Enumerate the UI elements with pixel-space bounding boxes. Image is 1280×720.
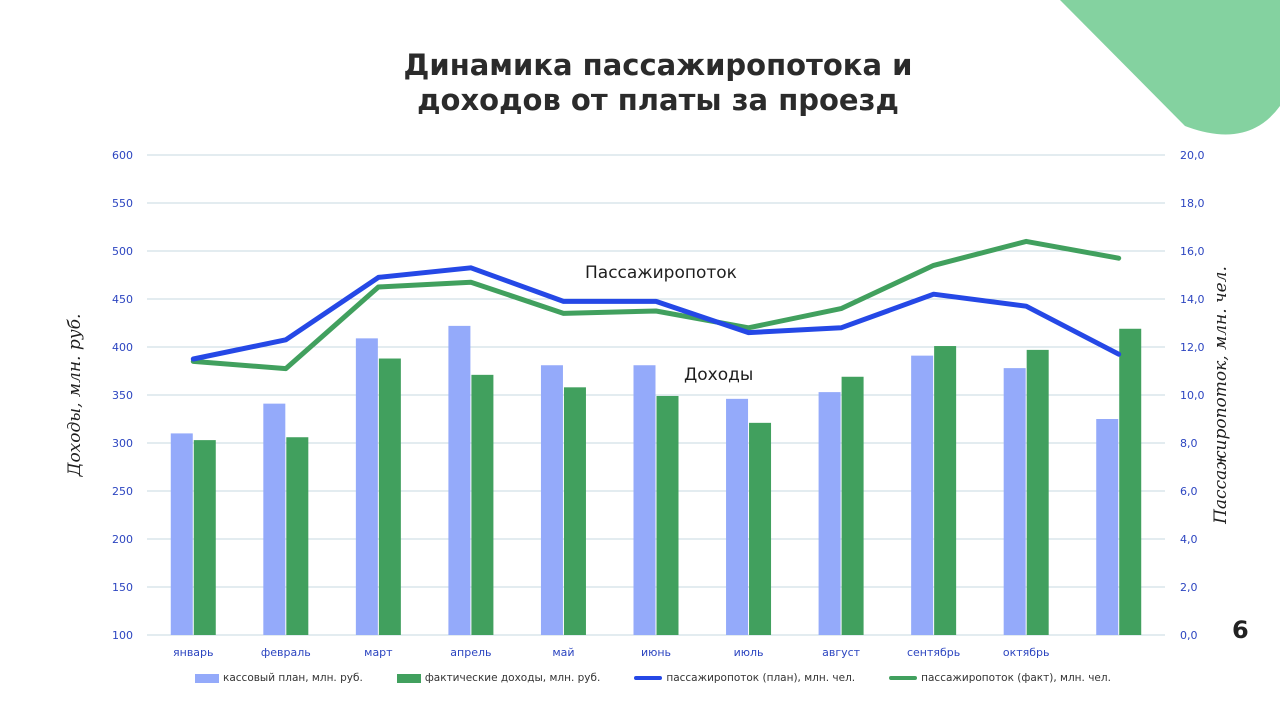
legend-swatch-plan-passengers xyxy=(634,676,663,680)
category-label: май xyxy=(552,646,574,659)
left-tick-label: 600 xyxy=(112,149,133,162)
legend-label-plan-passengers: пассажиропоток (план), млн. чел. xyxy=(666,672,856,684)
line-plan-passengers xyxy=(190,265,1122,362)
left-axis-ticks: 600 550 500 450 400 350 300 250 200 150 100 xyxy=(112,149,133,642)
bar-plan-income xyxy=(818,392,841,635)
left-axis-title: Доходы, млн. руб. xyxy=(65,313,85,477)
right-axis-title: Пассажиропоток, млн. чел. xyxy=(1211,266,1231,524)
legend-item-fact-income: фактические доходы, млн. руб. xyxy=(396,672,601,684)
left-tick-label: 200 xyxy=(112,533,133,546)
legend-label-fact-income: фактические доходы, млн. руб. xyxy=(424,672,601,684)
legend-item-plan-income: кассовый план, млн. руб. xyxy=(195,672,363,684)
right-tick-label: 4,0 xyxy=(1180,533,1198,546)
bar-fact-income xyxy=(934,346,957,635)
legend-label-fact-passengers: пассажиропоток (факт), млн. чел. xyxy=(921,672,1111,684)
bar-fact-income xyxy=(286,437,309,635)
bar-fact-income xyxy=(193,440,216,635)
legend-label-plan-income: кассовый план, млн. руб. xyxy=(223,672,363,684)
left-tick-label: 450 xyxy=(112,293,133,306)
bar-plan-income xyxy=(911,355,934,635)
left-tick-label: 400 xyxy=(112,341,133,354)
right-tick-label: 16,0 xyxy=(1180,245,1205,258)
category-label: август xyxy=(822,646,861,659)
bar-plan-income xyxy=(1003,368,1026,635)
bar-plan-income xyxy=(170,433,193,635)
category-label: октябрь xyxy=(1003,646,1050,659)
category-label: сентябрь xyxy=(907,646,960,659)
right-tick-label: 6,0 xyxy=(1180,485,1198,498)
right-tick-label: 18,0 xyxy=(1180,197,1205,210)
lines xyxy=(190,238,1122,372)
left-tick-label: 100 xyxy=(112,629,133,642)
right-tick-label: 2,0 xyxy=(1180,581,1198,594)
category-label: март xyxy=(364,646,393,659)
annotation-income: Доходы xyxy=(684,365,754,385)
legend-item-plan-passengers: пассажиропоток (план), млн. чел. xyxy=(634,672,855,684)
bar-plan-income xyxy=(355,338,378,635)
category-label: апрель xyxy=(450,646,491,659)
bar-plan-income xyxy=(1096,419,1119,635)
category-label: июнь xyxy=(641,646,671,659)
bar-fact-income xyxy=(471,374,494,635)
left-tick-label: 250 xyxy=(112,485,133,498)
left-tick-label: 350 xyxy=(112,389,133,402)
right-tick-label: 10,0 xyxy=(1180,389,1205,402)
category-label: январь xyxy=(173,646,214,659)
line-fact-passengers xyxy=(190,238,1122,372)
bar-plan-income xyxy=(633,365,656,635)
legend-item-fact-passengers: пассажиропоток (факт), млн. чел. xyxy=(889,672,1111,684)
bar-fact-income xyxy=(1119,328,1142,635)
legend-swatch-fact-passengers xyxy=(889,676,918,680)
bar-fact-income xyxy=(563,387,586,635)
chart-title-line-2: доходов от платы за проезд xyxy=(417,83,899,117)
bar-fact-income xyxy=(841,376,864,635)
bar-fact-income xyxy=(749,422,772,635)
right-tick-label: 0,0 xyxy=(1180,629,1198,642)
chart-title: Динамика пассажиропотока и доходов от пл… xyxy=(358,48,958,118)
right-tick-label: 12,0 xyxy=(1180,341,1205,354)
bar-plan-income xyxy=(448,325,471,635)
left-tick-label: 550 xyxy=(112,197,133,210)
right-tick-label: 14,0 xyxy=(1180,293,1205,306)
left-tick-label: 500 xyxy=(112,245,133,258)
legend-swatch-fact-income xyxy=(396,673,421,683)
bar-plan-income xyxy=(540,365,563,635)
bar-plan-income xyxy=(726,398,749,635)
chart-title-line-1: Динамика пассажиропотока и xyxy=(403,48,913,82)
bar-fact-income xyxy=(656,395,679,635)
bar-fact-income xyxy=(1026,349,1049,635)
category-label: февраль xyxy=(261,646,311,659)
left-tick-label: 300 xyxy=(112,437,133,450)
category-labels: январь февраль март апрель май июнь июль август… xyxy=(173,646,1049,659)
right-tick-label: 20,0 xyxy=(1180,149,1205,162)
right-tick-label: 8,0 xyxy=(1180,437,1198,450)
bar-plan-income xyxy=(263,403,286,635)
legend-swatch-plan-income xyxy=(195,673,219,683)
corner-shape xyxy=(1060,0,1280,135)
category-label: июль xyxy=(734,646,764,659)
left-tick-label: 150 xyxy=(112,581,133,594)
bar-fact-income xyxy=(378,358,401,635)
annotation-passenger-flow: Пассажиропоток xyxy=(585,263,737,283)
legend: кассовый план, млн. руб. фактические дох… xyxy=(195,670,1111,686)
right-axis-ticks: 20,0 18,0 16,0 14,0 12,0 10,0 8,0 6,0 4,0 2,0 0,0 xyxy=(1180,149,1205,642)
bars xyxy=(170,325,1142,635)
page-number: 6 xyxy=(1232,616,1249,644)
